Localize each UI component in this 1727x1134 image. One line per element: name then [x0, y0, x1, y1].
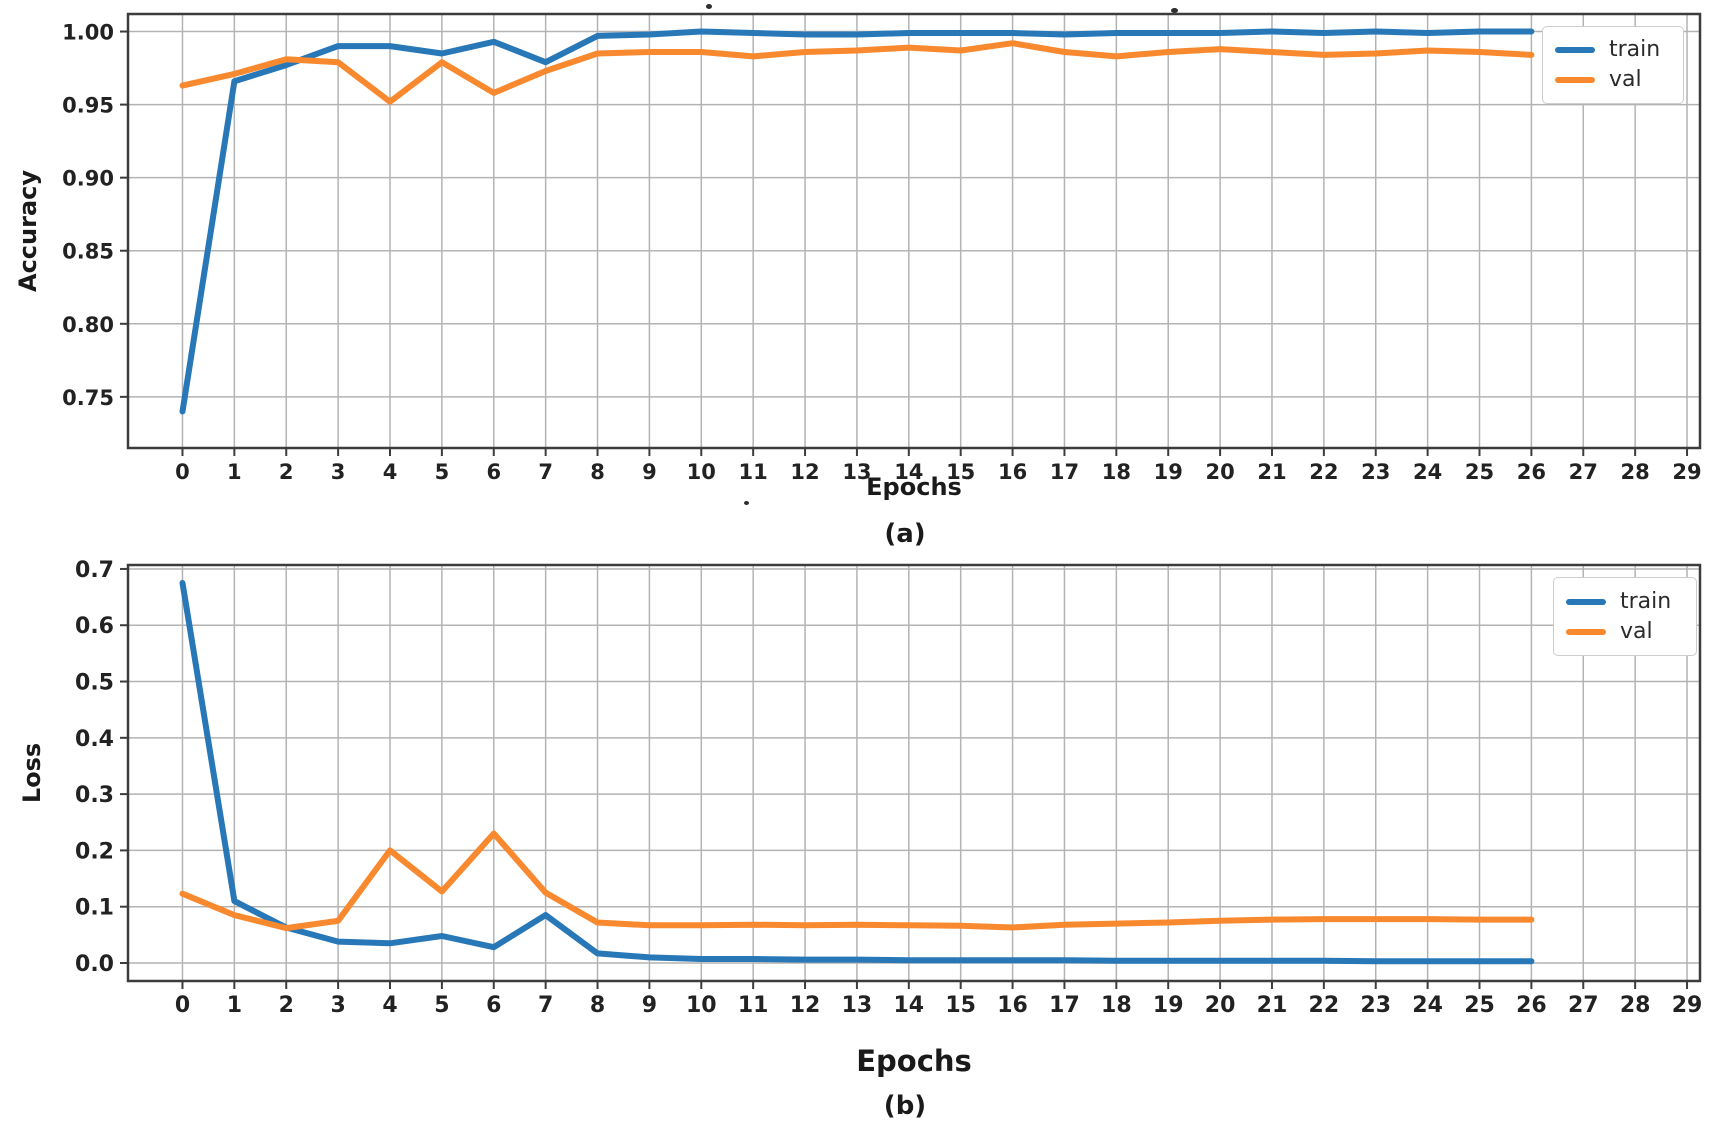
- svg-text:23: 23: [1360, 993, 1391, 1018]
- legend-item-train: train: [1555, 39, 1671, 61]
- legend-label: val: [1620, 618, 1653, 644]
- svg-text:18: 18: [1101, 993, 1132, 1018]
- svg-text:0.2: 0.2: [75, 839, 114, 864]
- svg-text:0: 0: [175, 993, 190, 1018]
- svg-text:5: 5: [434, 993, 449, 1018]
- loss-y-axis-label: Loss: [18, 742, 46, 804]
- svg-text:0.85: 0.85: [62, 240, 114, 264]
- svg-text:14: 14: [894, 460, 923, 484]
- svg-text:1: 1: [227, 460, 242, 484]
- svg-text:0.4: 0.4: [75, 727, 114, 752]
- svg-text:11: 11: [738, 993, 769, 1018]
- svg-text:3: 3: [331, 460, 346, 484]
- loss-x-axis-label: Epochs: [856, 1044, 972, 1078]
- svg-text:0.7: 0.7: [75, 558, 114, 583]
- svg-text:0.75: 0.75: [62, 386, 114, 410]
- svg-text:9: 9: [642, 993, 657, 1018]
- svg-text:24: 24: [1412, 993, 1443, 1018]
- svg-text:0.1: 0.1: [75, 896, 114, 921]
- accuracy-x-axis-label: Epochs: [866, 473, 962, 501]
- svg-text:29: 29: [1672, 993, 1703, 1018]
- svg-text:5: 5: [435, 460, 450, 484]
- svg-text:7: 7: [538, 993, 553, 1018]
- svg-text:7: 7: [538, 460, 553, 484]
- artifact-dot: [706, 4, 712, 9]
- svg-text:2: 2: [279, 460, 294, 484]
- svg-text:3: 3: [330, 993, 345, 1018]
- svg-text:0.95: 0.95: [62, 94, 114, 118]
- svg-text:27: 27: [1569, 460, 1598, 484]
- artifact-dot: [744, 501, 749, 505]
- train-line-swatch: [1566, 598, 1606, 605]
- val-line-swatch: [1555, 77, 1595, 83]
- svg-text:22: 22: [1309, 460, 1338, 484]
- svg-text:26: 26: [1516, 993, 1547, 1018]
- svg-text:4: 4: [383, 460, 398, 484]
- svg-text:0.5: 0.5: [75, 671, 114, 696]
- svg-text:13: 13: [842, 993, 873, 1018]
- subfigure-caption-a: (a): [884, 519, 926, 549]
- svg-text:10: 10: [686, 993, 717, 1018]
- svg-text:0.90: 0.90: [62, 167, 114, 191]
- svg-text:15: 15: [946, 460, 975, 484]
- svg-text:19: 19: [1153, 993, 1184, 1018]
- svg-text:20: 20: [1205, 993, 1236, 1018]
- svg-text:29: 29: [1672, 460, 1701, 484]
- svg-text:13: 13: [842, 460, 871, 484]
- svg-text:12: 12: [790, 993, 821, 1018]
- svg-text:12: 12: [790, 460, 819, 484]
- svg-text:21: 21: [1257, 993, 1288, 1018]
- subfigure-caption-b: (b): [883, 1091, 927, 1121]
- svg-text:22: 22: [1309, 993, 1340, 1018]
- svg-text:28: 28: [1621, 460, 1650, 484]
- svg-text:16: 16: [998, 460, 1027, 484]
- svg-text:23: 23: [1361, 460, 1390, 484]
- svg-text:10: 10: [687, 460, 716, 484]
- svg-text:14: 14: [893, 993, 924, 1018]
- svg-text:15: 15: [945, 993, 976, 1018]
- legend-label: train: [1609, 37, 1661, 62]
- svg-text:17: 17: [1049, 993, 1080, 1018]
- svg-text:25: 25: [1464, 993, 1495, 1018]
- svg-text:6: 6: [486, 460, 501, 484]
- svg-text:0.80: 0.80: [62, 313, 114, 337]
- svg-text:17: 17: [1050, 460, 1079, 484]
- svg-text:8: 8: [590, 460, 605, 484]
- svg-text:24: 24: [1413, 460, 1442, 484]
- svg-text:2: 2: [279, 993, 294, 1018]
- svg-text:25: 25: [1465, 460, 1494, 484]
- legend-item-train: train: [1566, 588, 1684, 614]
- svg-text:6: 6: [486, 993, 501, 1018]
- svg-text:1: 1: [227, 993, 242, 1018]
- train-line-swatch: [1555, 47, 1595, 53]
- svg-text:0.0: 0.0: [75, 952, 114, 977]
- svg-text:0.3: 0.3: [75, 783, 114, 808]
- artifact-dot: [1171, 8, 1178, 13]
- svg-text:0.6: 0.6: [75, 614, 114, 639]
- legend-label: train: [1620, 588, 1672, 614]
- legend-label: val: [1609, 67, 1642, 92]
- svg-text:19: 19: [1154, 460, 1183, 484]
- svg-text:21: 21: [1257, 460, 1286, 484]
- svg-text:18: 18: [1102, 460, 1131, 484]
- val-line-swatch: [1566, 628, 1606, 635]
- svg-text:9: 9: [642, 460, 657, 484]
- svg-text:8: 8: [590, 993, 605, 1018]
- legend-item-val: val: [1555, 69, 1671, 91]
- svg-text:28: 28: [1620, 993, 1651, 1018]
- svg-text:11: 11: [739, 460, 768, 484]
- svg-text:1.00: 1.00: [62, 21, 114, 45]
- svg-text:0: 0: [175, 460, 190, 484]
- accuracy-legend: train val: [1542, 26, 1684, 104]
- svg-text:26: 26: [1517, 460, 1546, 484]
- svg-text:4: 4: [382, 993, 397, 1018]
- legend-item-val: val: [1566, 618, 1684, 644]
- svg-text:16: 16: [997, 993, 1028, 1018]
- loss-legend: train val: [1553, 577, 1697, 656]
- svg-text:27: 27: [1568, 993, 1599, 1018]
- svg-text:20: 20: [1205, 460, 1234, 484]
